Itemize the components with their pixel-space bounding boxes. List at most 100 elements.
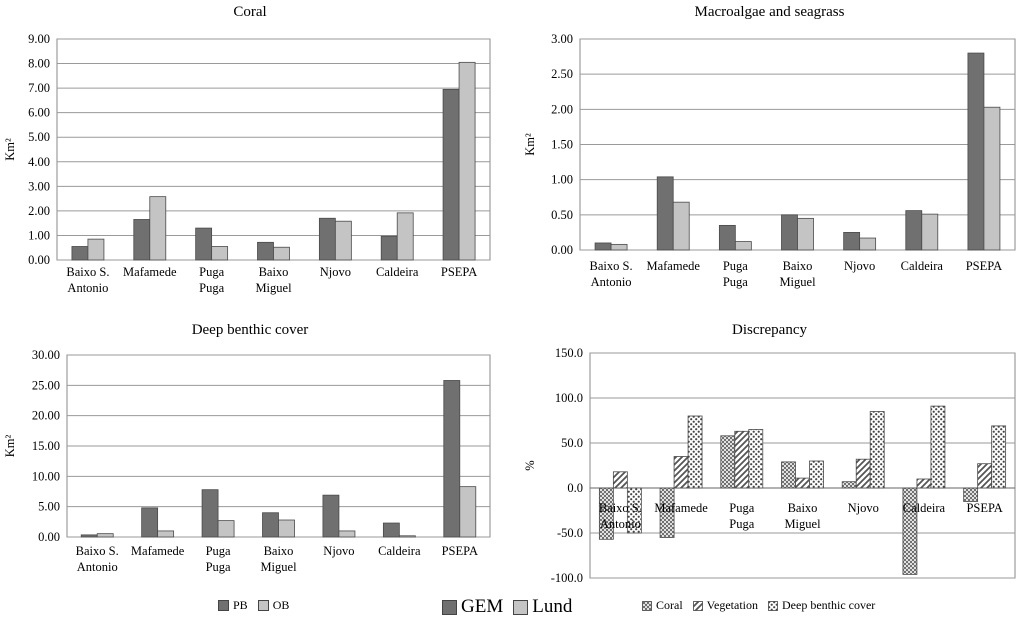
y-tick-label: 0.00 <box>38 530 60 544</box>
legend-label: Coral <box>656 598 683 612</box>
legend-label: OB <box>272 598 290 612</box>
legend-item-deep-benthic-cover: Deep benthic cover <box>768 598 875 613</box>
bar-ob-5 <box>921 213 939 251</box>
y-tick-label: 10.00 <box>32 469 60 483</box>
bar-coral-4 <box>841 481 857 489</box>
x-tick-label: Baixo Miguel <box>255 265 292 295</box>
chart-deep-benthic: Deep benthic cover 0.00 5.00 10.00 15.00 20.… <box>0 318 500 596</box>
x-tick-label: Baixo S. Antonio <box>66 265 109 295</box>
x-tick-label: Caldeira <box>378 544 421 558</box>
bar-deep-benthic-cover-5 <box>930 405 946 489</box>
bar-pb-2 <box>195 227 213 261</box>
bar-pb-6 <box>967 52 985 251</box>
chart-coral: Coral 0.00 1.00 2.00 3.00 4.00 5.00 6.00 7.00 8.… <box>0 0 500 300</box>
x-tick-label: Puga Puga <box>199 265 224 295</box>
y-tick-label: 7.00 <box>28 81 50 95</box>
x-tick-label: Puga Puga <box>723 259 748 289</box>
bar-pb-2 <box>718 224 736 251</box>
bar-ob-4 <box>338 530 356 538</box>
y-tick-label: 1.00 <box>551 173 573 187</box>
bar-pb-0 <box>71 246 89 261</box>
bar-ob-1 <box>672 201 690 251</box>
bar-vegetation-2 <box>734 430 750 489</box>
chart-deep-benthic-svg: 0.00 5.00 10.00 15.00 20.00 25.00 30.00 Km² Baix… <box>3 348 491 574</box>
y-tick-label: 15.00 <box>32 439 60 453</box>
bar-vegetation-5 <box>916 478 932 489</box>
bar-pb-3 <box>257 241 274 261</box>
bar-coral-1 <box>659 487 675 538</box>
x-tick-label: Baixo Miguel <box>784 501 821 531</box>
bar-vegetation-3 <box>795 477 810 489</box>
chart-macroalgae-svg: 0.00 0.50 1.00 1.50 2.00 2.50 3.00 Km² Baixo S. A… <box>523 32 1016 289</box>
bar-pb-6 <box>442 88 460 261</box>
y-tick-label: 100.0 <box>555 391 583 405</box>
y-tick-label: 3.00 <box>28 179 50 193</box>
legend-pb-ob: PB OB <box>218 598 299 613</box>
chart-title-macroalgae: Macroalgae and seagrass <box>694 4 845 20</box>
bar-coral-3 <box>781 461 796 489</box>
bar-vegetation-6 <box>977 463 993 489</box>
bar-ob-0 <box>87 238 105 261</box>
legend-item-vegetation: Vegetation <box>692 598 758 613</box>
y-tick-label: 2.50 <box>551 67 573 81</box>
bar-ob-2 <box>217 520 235 538</box>
legend-item-gem: GEM <box>442 596 503 618</box>
bar-ob-5 <box>396 212 414 261</box>
x-tick-label: Njovo <box>848 501 879 515</box>
bar-pb-0 <box>80 534 98 538</box>
y-tick-label: 25.00 <box>32 378 60 392</box>
bar-deep-benthic-cover-3 <box>809 460 824 489</box>
bar-deep-benthic-cover-0 <box>626 487 642 534</box>
bar-pb-3 <box>781 214 798 251</box>
bar-pb-4 <box>318 217 336 261</box>
x-tick-label: Mafamede <box>131 544 185 558</box>
bar-deep-benthic-cover-4 <box>869 411 885 489</box>
x-tick-label: PSEPA <box>966 259 1002 273</box>
y-tick-label: 5.00 <box>38 500 60 514</box>
chart-macroalgae: Macroalgae and seagrass 0.00 0.50 1.00 1.50… <box>515 0 1024 300</box>
y-tick-label: 8.00 <box>28 57 50 71</box>
bar-pb-5 <box>382 522 400 538</box>
y-tick-label: 150.0 <box>555 346 583 360</box>
legend-gem-lund: GEM Lund <box>442 596 582 618</box>
bar-pb-4 <box>322 494 340 538</box>
bar-ob-0 <box>96 533 114 538</box>
y-tick-label: 20.00 <box>32 409 60 423</box>
x-tick-label: Mafamede <box>123 265 177 279</box>
bar-coral-0 <box>598 487 614 540</box>
x-tick-label: Puga Puga <box>729 501 754 531</box>
x-tick-label: PSEPA <box>441 265 477 279</box>
legend-item-lund: Lund <box>513 596 572 618</box>
bar-ob-6 <box>458 61 476 261</box>
bar-pb-5 <box>380 235 398 261</box>
y-tick-label: -100.0 <box>551 571 583 585</box>
bar-pb-4 <box>843 232 861 251</box>
x-tick-label: Baixo Miguel <box>260 544 297 574</box>
legend-swatch <box>513 599 529 615</box>
y-tick-label: -50.0 <box>557 526 583 540</box>
bar-ob-4 <box>334 220 352 261</box>
bar-ob-5 <box>398 535 416 538</box>
legend-label: Deep benthic cover <box>782 598 876 612</box>
x-tick-label: Mafamede <box>646 259 700 273</box>
y-tick-label: 0.0 <box>567 481 583 495</box>
y-axis-label: % <box>523 460 537 470</box>
bar-ob-1 <box>157 530 175 538</box>
x-tick-label: Njovo <box>323 544 354 558</box>
y-tick-label: 2.00 <box>551 102 573 116</box>
chart-discrepancy: Discrepancy -100.0 -50.0 0.0 50.0 100.0 150.0… <box>515 318 1024 596</box>
legend-swatch <box>442 599 457 615</box>
bar-ob-4 <box>859 237 877 251</box>
bar-coral-2 <box>720 435 736 489</box>
chart-title-deep-benthic: Deep benthic cover <box>191 322 309 338</box>
x-tick-label: Baixo S. Antonio <box>76 544 119 574</box>
bar-deep-benthic-cover-2 <box>748 429 764 489</box>
bar-pb-2 <box>201 489 219 538</box>
y-tick-label: 3.00 <box>551 32 573 46</box>
y-tick-label: 0.00 <box>551 243 573 257</box>
y-tick-label: 0.00 <box>28 253 50 267</box>
x-tick-label: PSEPA <box>442 544 478 558</box>
legend-label: Lund <box>532 596 573 617</box>
bar-vegetation-4 <box>855 458 871 489</box>
legend-swatch <box>692 600 703 611</box>
